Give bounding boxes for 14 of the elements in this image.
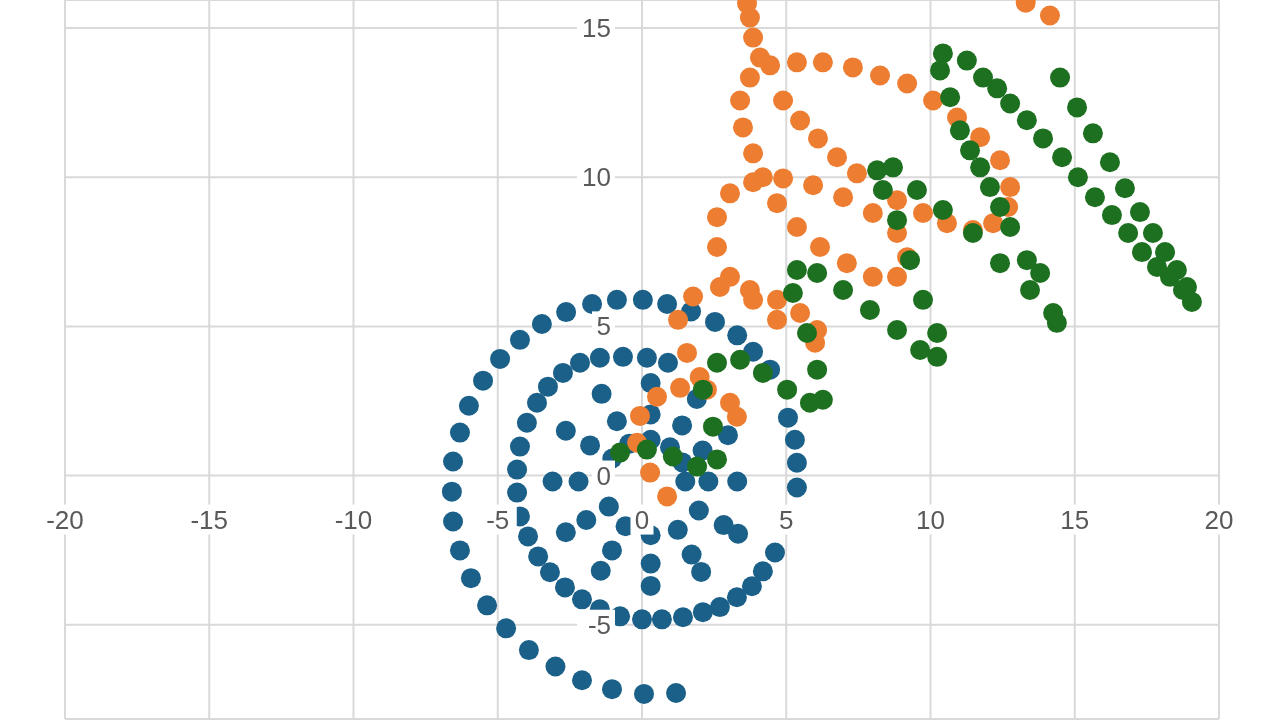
x-tick-label: 15 — [1060, 504, 1090, 535]
x-tick-label: 0 — [634, 504, 650, 535]
x-tick-label: -10 — [334, 504, 373, 535]
x-tick-label: -5 — [486, 504, 510, 535]
x-tick-label: 10 — [916, 504, 945, 535]
y-tick-label: -5 — [587, 609, 611, 640]
y-tick-label: 5 — [596, 311, 611, 342]
y-tick-label: 0 — [596, 460, 611, 491]
x-tick-label: -15 — [190, 504, 229, 535]
y-tick-label: 15 — [582, 13, 611, 44]
x-tick-label: 5 — [779, 504, 794, 535]
y-tick-label: 10 — [582, 162, 611, 193]
x-tick-label: 20 — [1204, 504, 1234, 535]
x-tick-label: -20 — [46, 504, 84, 535]
